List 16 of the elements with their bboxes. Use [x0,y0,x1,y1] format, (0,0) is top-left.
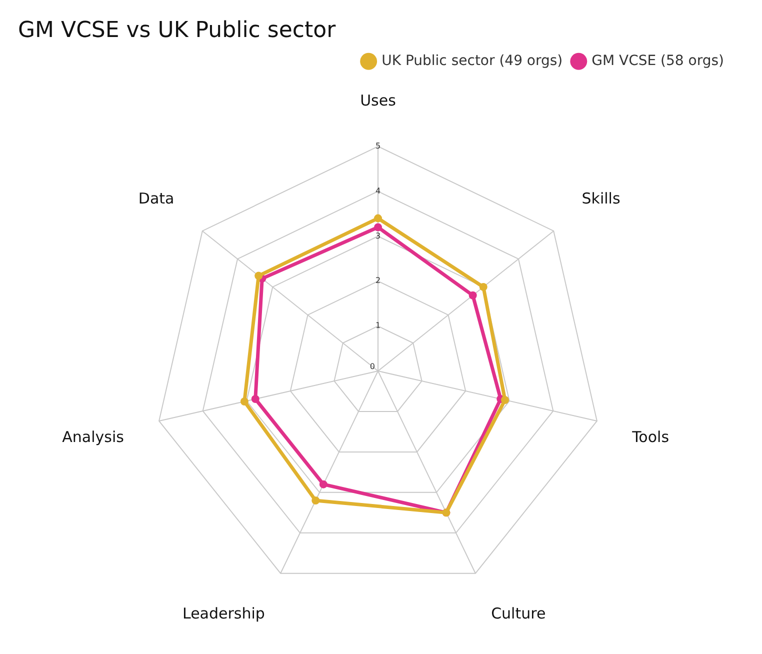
spoke-label: Analysis [62,428,124,446]
spoke-label: Skills [582,189,620,208]
y-tick-label: 4 [375,186,381,196]
spoke-label: Uses [360,91,396,110]
y-tick-label: 2 [375,276,381,286]
y-tick-label: 1 [375,321,381,330]
spoke-label: Data [138,189,174,208]
y-tick-label: 5 [375,141,381,150]
spoke-label: Culture [491,604,546,623]
spoke-label: Tools [631,428,670,446]
y-tick-label: 3 [375,231,381,240]
spoke-label: Leadership [182,604,265,623]
legend-label: GM VCSE (58 orgs) [592,53,724,70]
chart-title: GM VCSE vs UK Public sector [18,18,337,43]
y-tick-label: 0 [370,362,375,372]
legend-label: UK Public sector (49 orgs) [382,53,563,70]
